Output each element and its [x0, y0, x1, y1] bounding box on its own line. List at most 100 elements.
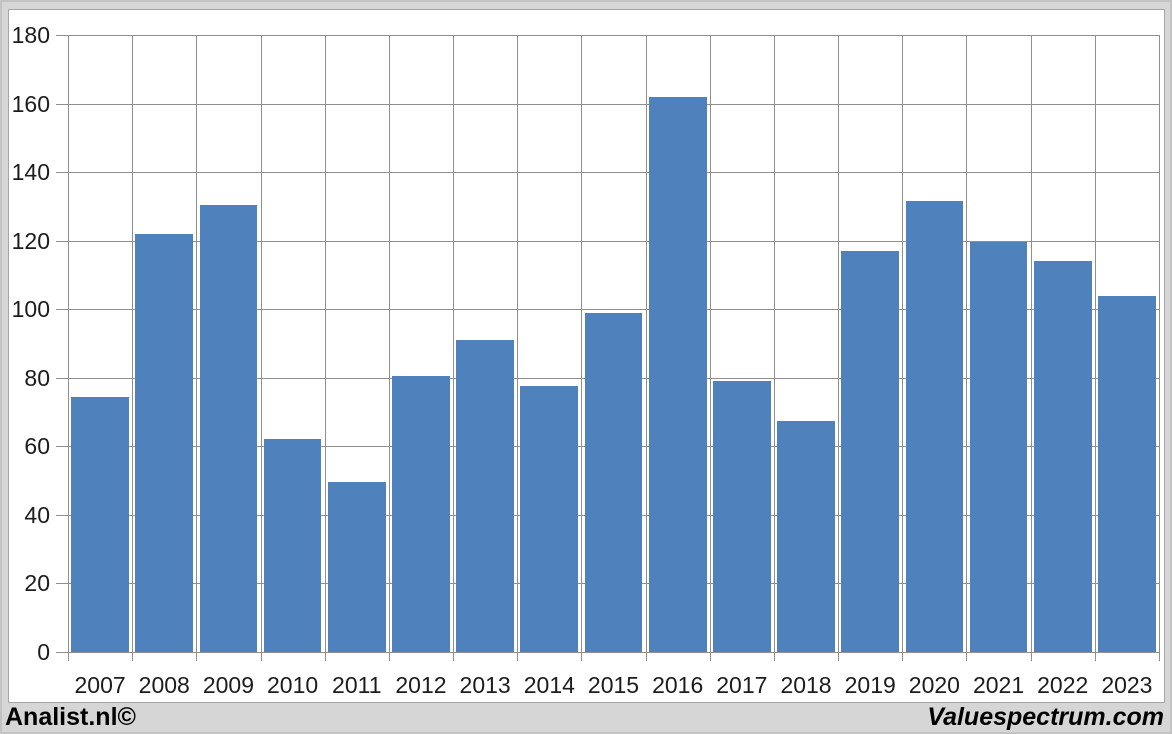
bar-2016 — [648, 96, 707, 652]
x-tick-label-2020: 2020 — [908, 672, 960, 698]
x-tick-label-2009: 2009 — [202, 672, 255, 698]
gridline-vertical — [581, 35, 582, 652]
y-tick-label: 160 — [11, 90, 50, 117]
x-axis-tick — [517, 652, 518, 661]
bar-2013 — [456, 340, 515, 652]
bar-2021 — [969, 242, 1028, 652]
y-tick-label: 180 — [11, 22, 50, 48]
x-tick-label-2015: 2015 — [587, 672, 640, 698]
x-axis-tick — [453, 652, 454, 661]
gridline-horizontal — [68, 103, 1159, 105]
x-tick-label-2022: 2022 — [1037, 672, 1089, 698]
x-tick-label-2017: 2017 — [716, 672, 768, 698]
gridline-vertical — [1159, 35, 1160, 652]
plot-area: 0 20 40 60 80 100 120 140 160 180 2007 2008 2009 2010… — [12, 24, 1160, 697]
x-axis-tick — [1095, 652, 1096, 661]
x-tick-label-2023: 2023 — [1101, 672, 1153, 698]
x-tick-label-2007: 2007 — [74, 672, 126, 698]
y-axis-tick — [56, 652, 68, 653]
x-axis-tick — [196, 652, 197, 661]
gridline-vertical — [132, 35, 133, 652]
gridline-vertical — [389, 35, 390, 652]
y-tick-label: 20 — [24, 570, 50, 597]
x-axis-tick — [902, 652, 903, 661]
gridline-vertical — [646, 35, 647, 652]
x-tick-label-2010: 2010 — [267, 672, 319, 698]
x-axis-tick — [261, 652, 262, 661]
bar-2019 — [841, 250, 900, 652]
bar-2017 — [712, 381, 771, 652]
x-axis-tick — [646, 652, 647, 661]
x-axis-tick — [389, 652, 390, 661]
y-axis-tick — [56, 309, 68, 311]
x-tick-label-2012: 2012 — [395, 672, 447, 698]
gridline-horizontal — [68, 35, 1159, 36]
x-axis-tick — [838, 652, 839, 661]
y-tick-label: 140 — [11, 159, 50, 186]
gridline-horizontal — [68, 172, 1159, 174]
gridline-vertical — [1095, 35, 1096, 652]
source-label-analist: Analist.nl© — [5, 703, 136, 731]
gridline-horizontal — [68, 309, 1159, 311]
x-tick-label-2018: 2018 — [780, 672, 832, 698]
x-axis-tick — [1159, 652, 1160, 661]
gridline-vertical — [517, 35, 518, 652]
bar-2012 — [392, 376, 450, 652]
bar-2007 — [71, 396, 129, 652]
x-axis-tick — [774, 652, 775, 661]
gridline-vertical — [774, 35, 775, 652]
x-tick-label-2019: 2019 — [844, 672, 896, 698]
bar-2018 — [777, 420, 835, 652]
x-tick-label-2008: 2008 — [138, 672, 190, 698]
gridline-horizontal — [68, 240, 1159, 242]
y-axis-tick — [56, 377, 68, 379]
x-axis-tick — [1031, 652, 1032, 661]
y-axis-tick — [56, 35, 68, 36]
bar-2015 — [584, 312, 643, 652]
bar-2010 — [263, 439, 322, 652]
gridline-vertical — [838, 35, 839, 652]
bar-2023 — [1098, 295, 1156, 652]
bar-2008 — [135, 233, 194, 652]
gridline-vertical — [966, 35, 967, 652]
bar-2020 — [905, 201, 964, 652]
y-axis-tick — [56, 583, 68, 585]
x-axis-tick — [966, 652, 967, 661]
x-axis-tick — [132, 652, 133, 661]
x-tick-label-2013: 2013 — [459, 672, 511, 698]
y-tick-label: 0 — [37, 639, 50, 665]
bar-2022 — [1033, 261, 1092, 652]
y-tick-label: 100 — [11, 296, 50, 323]
gridline-vertical — [325, 35, 326, 652]
gridline-vertical — [196, 35, 197, 652]
gridline-vertical — [1031, 35, 1032, 652]
gridline-vertical — [68, 35, 69, 652]
y-axis-tick — [56, 103, 68, 105]
y-axis-tick — [56, 514, 68, 516]
y-tick-label: 80 — [24, 364, 50, 391]
x-tick-label-2016: 2016 — [652, 672, 704, 698]
gridline-vertical — [710, 35, 711, 652]
source-label-valuespectrum: Valuespectrum.com — [927, 703, 1164, 731]
y-tick-label: 120 — [11, 227, 50, 254]
bar-2009 — [199, 204, 258, 652]
bar-2014 — [520, 386, 579, 652]
gridline-horizontal — [68, 652, 1159, 653]
y-tick-label: 60 — [24, 433, 50, 460]
x-tick-label-2011: 2011 — [332, 672, 382, 698]
y-axis-tick — [56, 240, 68, 242]
x-tick-label-2014: 2014 — [523, 672, 575, 698]
x-axis-tick — [325, 652, 326, 661]
gridline-vertical — [261, 35, 262, 652]
chart-canvas: 0 20 40 60 80 100 120 140 160 180 2007 2008 2009 2010… — [8, 9, 1165, 703]
gridline-vertical — [902, 35, 903, 652]
x-axis-tick — [68, 652, 69, 661]
x-axis-tick — [710, 652, 711, 661]
gridline-vertical — [453, 35, 454, 652]
x-axis-tick — [581, 652, 582, 661]
bar-2011 — [327, 482, 386, 652]
y-axis-tick — [56, 172, 68, 174]
y-axis-tick — [56, 446, 68, 448]
x-tick-label-2021: 2021 — [972, 672, 1025, 698]
